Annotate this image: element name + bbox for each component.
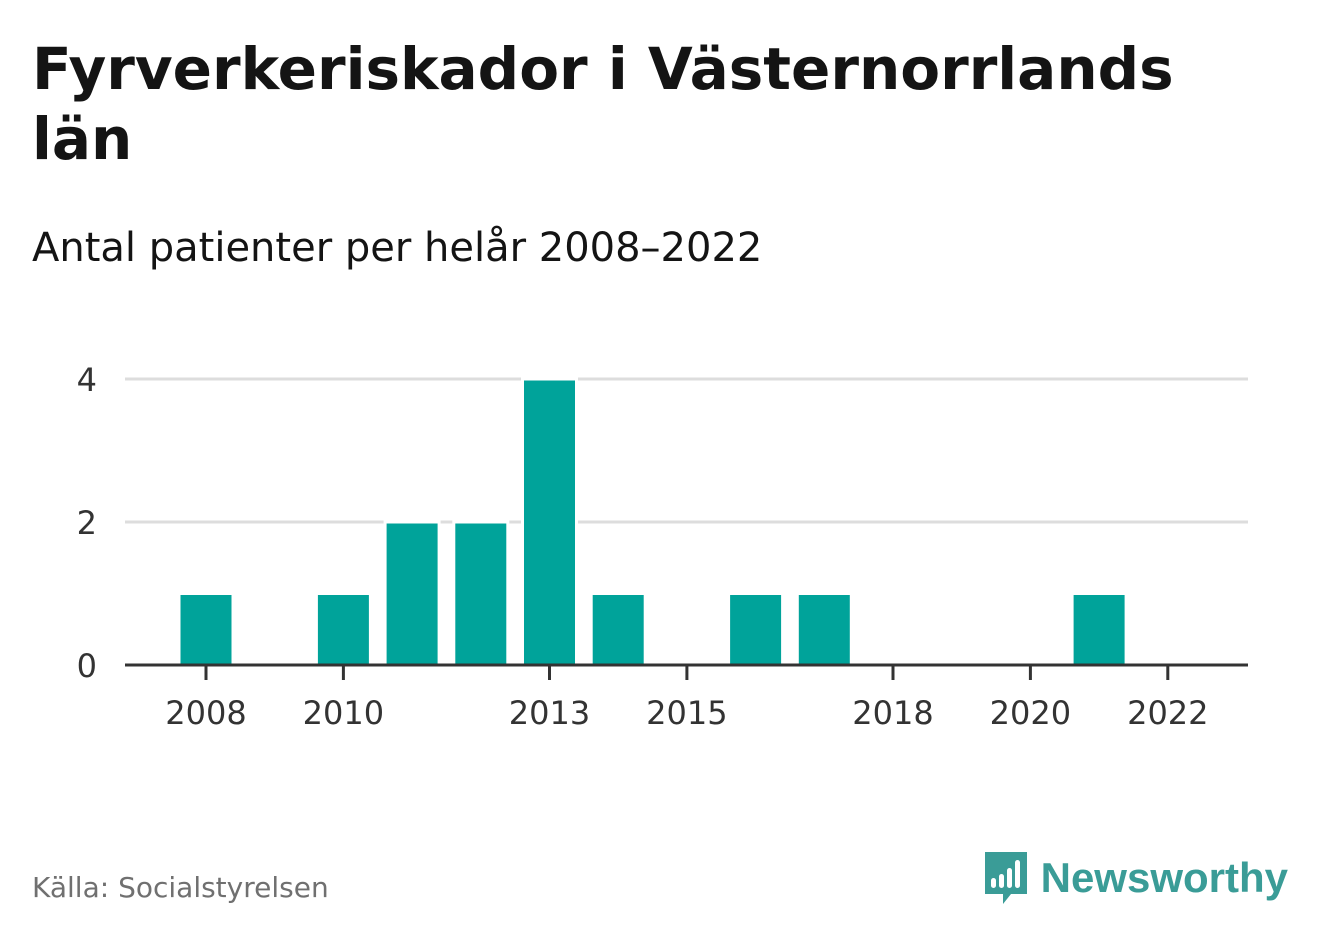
bar-2017: [795, 592, 853, 667]
x-tick-label: 2013: [509, 694, 590, 732]
bar-2021: [1070, 592, 1128, 667]
bar-chart: 0 2 4 2008 2010 2013 2015 2018 2020 2022: [77, 361, 1248, 732]
brand-logo: Newsworthy: [981, 848, 1288, 908]
x-tick-label: 2010: [303, 694, 384, 732]
bar-2016: [727, 592, 785, 667]
grid-lines: [125, 377, 1248, 524]
newsworthy-logo-icon: [984, 852, 1027, 904]
x-tick-label: 2008: [165, 694, 246, 732]
source-note: Källa: Socialstyrelsen: [32, 871, 329, 904]
x-tick-label: 2020: [990, 694, 1071, 732]
x-tick-label: 2018: [852, 694, 933, 732]
x-tick-label: 2015: [646, 694, 727, 732]
bars: [177, 377, 1128, 667]
bar-2012: [452, 520, 510, 667]
x-tick-label: 2022: [1127, 694, 1208, 732]
bar-2013: [521, 377, 578, 667]
chart-title: Fyrverkeriskador i Västernorrlands län: [32, 35, 1174, 173]
y-tick-label: 4: [77, 361, 97, 399]
y-tick-label: 2: [77, 504, 97, 542]
bar-2008: [177, 592, 235, 667]
chart-subtitle: Antal patienter per helår 2008–2022: [32, 225, 763, 271]
brand-name: Newsworthy: [1040, 854, 1288, 901]
axes: 0 2 4 2008 2010 2013 2015 2018 2020 2022: [77, 361, 1248, 732]
bar-2011: [383, 520, 441, 667]
bar-2014: [589, 592, 647, 667]
y-tick-label: 0: [77, 647, 97, 685]
bar-2010: [314, 592, 372, 667]
